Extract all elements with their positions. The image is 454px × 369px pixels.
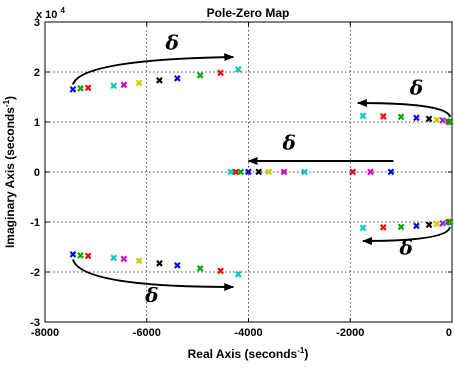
- pole-marker: ✖: [226, 168, 234, 179]
- pole-marker: ✖: [76, 84, 84, 95]
- pole-marker: ✖: [425, 115, 433, 126]
- pole-marker: ✖: [84, 84, 92, 95]
- pole-marker: ✖: [155, 76, 163, 87]
- pole-marker: ✖: [234, 65, 242, 76]
- pole-marker: ✖: [109, 254, 117, 265]
- pole-marker: ✖: [216, 267, 224, 278]
- pole-marker: ✖: [412, 114, 420, 125]
- pole-marker: ✖: [446, 118, 454, 129]
- pole-marker: ✖: [254, 168, 262, 179]
- pole-marker: ✖: [433, 116, 441, 127]
- y-tick-label: 1: [34, 117, 40, 129]
- pole-marker: ✖: [173, 261, 181, 272]
- pole-marker: ✖: [135, 79, 143, 90]
- svg-text:x 10 4: x 10 4: [36, 6, 65, 21]
- delta-label: δ: [144, 283, 158, 307]
- pole-marker: ✖: [265, 168, 273, 179]
- y-tick-label: -3: [30, 317, 40, 329]
- y-tick-label: 3: [34, 17, 40, 29]
- y-tick-label: -1: [30, 217, 40, 229]
- x-tick-group: -8000 -6000 -4000 -2000 0: [31, 22, 453, 339]
- y-tick-label: 0: [34, 167, 40, 179]
- pole-marker: ✖: [155, 259, 163, 270]
- pole-marker: ✖: [397, 113, 405, 124]
- pole-marker: ✖: [84, 252, 92, 263]
- pole-marker: ✖: [196, 71, 204, 82]
- pole-marker: ✖: [379, 112, 387, 123]
- pole-marker: ✖: [445, 118, 453, 129]
- pole-marker: ✖: [196, 264, 204, 275]
- pole-marker: ✖: [366, 168, 374, 179]
- delta-label: δ: [165, 31, 179, 55]
- pole-marker: ✖: [69, 250, 77, 261]
- y-exponent-power: 4: [60, 6, 65, 15]
- pole-marker: ✖: [76, 251, 84, 262]
- pole-marker: ✖: [120, 81, 128, 92]
- x-tick-label: -8000: [31, 327, 59, 339]
- pole-marker: ✖: [237, 168, 245, 179]
- y-tick-group: -3 -2 -1 0 1 2 3: [30, 17, 452, 329]
- pole-marker: ✖: [443, 117, 451, 128]
- delta-arrows: δ δ δ δ δ: [72, 31, 451, 307]
- pole-marker: ✖: [425, 221, 433, 232]
- x-tick-label: -2000: [336, 327, 364, 339]
- pole-marker: ✖: [387, 168, 395, 179]
- pole-marker: ✖: [412, 222, 420, 233]
- pole-marker: ✖: [120, 255, 128, 266]
- delta-label: δ: [399, 236, 413, 260]
- pole-marker: ✖: [359, 112, 367, 123]
- pole-marker: ✖: [244, 168, 252, 179]
- y-axis-label: Imaginary Axis (seconds-1): [2, 96, 17, 248]
- delta-arrow: [72, 259, 235, 291]
- pole-marker: ✖: [379, 223, 387, 234]
- pole-marker: ✖: [280, 168, 288, 179]
- pole-marker: ✖: [300, 168, 308, 179]
- y-tick-label: 2: [34, 67, 40, 79]
- x-tick-label: 0: [446, 327, 452, 339]
- pole-marker: ✖: [359, 224, 367, 235]
- delta-arrow: [72, 53, 235, 85]
- pole-marker: ✖: [446, 218, 454, 229]
- x-tick-label: -6000: [133, 327, 161, 339]
- pole-marker: ✖: [135, 257, 143, 268]
- pole-marker: ✖: [439, 116, 447, 127]
- pole-marker: ✖: [445, 218, 453, 229]
- pole-marker: ✖: [109, 82, 117, 93]
- y-tick-label: -2: [30, 267, 40, 279]
- y-exponent-base: x 10: [36, 9, 57, 21]
- pole-markers: ✖ ✖ ✖ ✖ ✖ ✖ ✖ ✖ ✖ ✖ ✖✖ ✖ ✖ ✖ ✖ ✖ ✖ ✖ ✖ ✖ ✖✖✖✖ ✖ ✖ ✖ ✖ ✖ ✖ ✖ ✖✖ ✖ ✖ ✖ ✖ ✖✖…: [69, 65, 454, 281]
- pole-marker: ✖: [349, 168, 357, 179]
- delta-arrow: [361, 226, 451, 245]
- pole-marker: ✖: [232, 168, 240, 179]
- chart-title: Pole-Zero Map: [207, 6, 290, 20]
- x-tick-label: -4000: [234, 327, 262, 339]
- delta-arrow: [356, 99, 451, 118]
- delta-label: δ: [282, 131, 296, 155]
- x-axis-label: Real Axis (seconds-1): [188, 346, 309, 361]
- pole-marker: ✖: [433, 220, 441, 231]
- pole-marker: ✖: [216, 69, 224, 80]
- pole-marker: ✖: [443, 219, 451, 230]
- pole-marker: ✖: [397, 223, 405, 234]
- pole-marker: ✖: [234, 270, 242, 281]
- pole-marker: ✖: [173, 74, 181, 85]
- delta-label: δ: [409, 76, 423, 100]
- y-exponent-label: x 10 4: [36, 6, 65, 21]
- pole-marker: ✖: [439, 219, 447, 230]
- pole-marker: ✖: [69, 85, 77, 96]
